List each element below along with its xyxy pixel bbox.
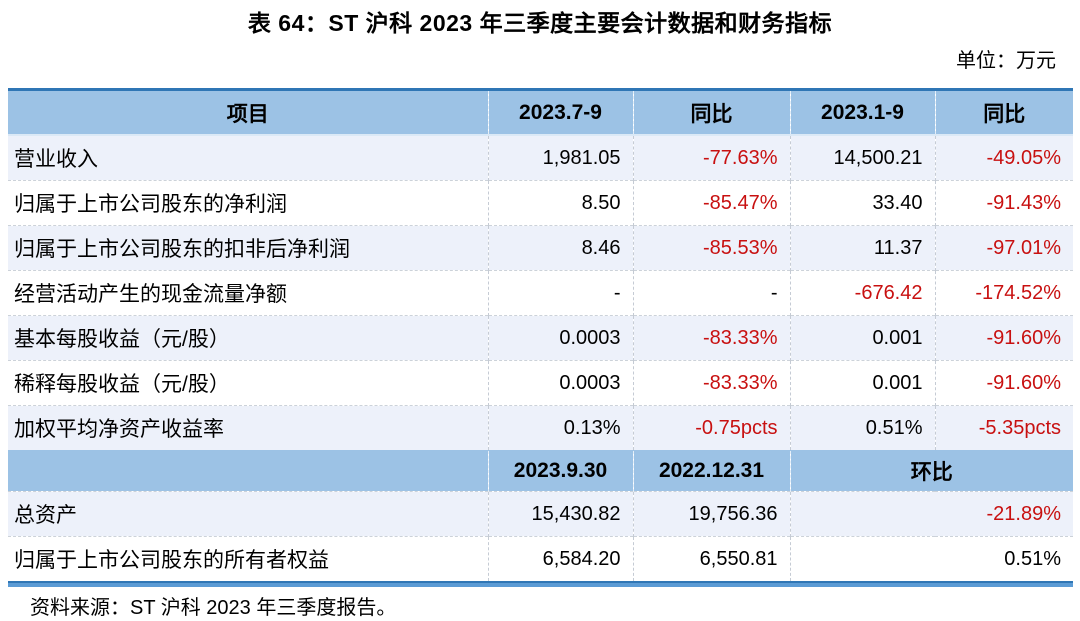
cell-value: 15,430.82 — [487, 491, 633, 537]
cell-value: -49.05% — [934, 134, 1073, 181]
header-cell-yoy-2: 同比 — [934, 89, 1073, 136]
row-label: 归属于上市公司股东的净利润 — [8, 180, 488, 226]
cell-value: 0.51% — [789, 536, 1073, 581]
table-header-row-2: 2023.9.30 2022.12.31 环比 — [8, 450, 1073, 492]
table-row-net-profit: 归属于上市公司股东的净利润 8.50 -85.47% 33.40 -91.43% — [8, 180, 1073, 226]
cell-value: 1,981.05 — [487, 134, 633, 181]
cell-value: -77.63% — [632, 134, 790, 181]
unit-label: 单位：万元 — [956, 50, 1056, 72]
cell-value: 6,550.81 — [632, 536, 790, 581]
row-label: 归属于上市公司股东的扣非后净利润 — [8, 225, 488, 271]
cell-value: 8.50 — [487, 180, 633, 226]
cell-value: -91.60% — [934, 360, 1073, 406]
source-note: 资料来源：ST 沪科 2023 年三季度报告。 — [30, 597, 397, 619]
table-row-revenue: 营业收入 1,981.05 -77.63% 14,500.21 -49.05% — [8, 134, 1073, 181]
cell-value: 0.13% — [487, 405, 633, 451]
cell-value: 11.37 — [789, 225, 935, 271]
cell-value: 0.51% — [789, 405, 935, 451]
cell-value: -97.01% — [934, 225, 1073, 271]
header-cell-blank — [8, 450, 488, 492]
cell-value: -85.53% — [632, 225, 790, 271]
cell-value: 19,756.36 — [632, 491, 790, 537]
row-label: 加权平均净资产收益率 — [8, 405, 488, 451]
header-cell-2023-9-30: 2023.9.30 — [487, 450, 633, 492]
header-cell-2022-12-31: 2022.12.31 — [632, 450, 790, 492]
page-title: 表 64：ST 沪科 2023 年三季度主要会计数据和财务指标 — [247, 10, 833, 36]
table-row-basic-eps: 基本每股收益（元/股） 0.0003 -83.33% 0.001 -91.60% — [8, 315, 1073, 361]
table-row-total-assets: 总资产 15,430.82 19,756.36 -21.89% — [8, 491, 1073, 537]
row-label: 基本每股收益（元/股） — [8, 315, 488, 361]
cell-value: -676.42 — [789, 270, 935, 316]
row-label: 归属于上市公司股东的所有者权益 — [8, 536, 488, 581]
cell-value: - — [487, 270, 633, 316]
financial-table: 项目 2023.7-9 同比 2023.1-9 同比 营业收入 1,981.05… — [8, 88, 1073, 581]
cell-value: -91.60% — [934, 315, 1073, 361]
cell-value: 33.40 — [789, 180, 935, 226]
table-row-diluted-eps: 稀释每股收益（元/股） 0.0003 -83.33% 0.001 -91.60% — [8, 360, 1073, 406]
cell-value: - — [632, 270, 790, 316]
cell-value: 14,500.21 — [789, 134, 935, 181]
row-label: 总资产 — [8, 491, 488, 537]
header-cell-2023-1-9: 2023.1-9 — [789, 89, 935, 136]
cell-value: 6,584.20 — [487, 536, 633, 581]
header-cell-item: 项目 — [8, 89, 488, 136]
row-label: 稀释每股收益（元/股） — [8, 360, 488, 406]
row-label: 营业收入 — [8, 134, 488, 181]
row-label: 经营活动产生的现金流量净额 — [8, 270, 488, 316]
table-bottom-rule — [8, 581, 1073, 587]
cell-value: 0.001 — [789, 315, 935, 361]
cell-value: 8.46 — [487, 225, 633, 271]
table-row-operating-cash-flow: 经营活动产生的现金流量净额 - - -676.42 -174.52% — [8, 270, 1073, 316]
cell-value: -174.52% — [934, 270, 1073, 316]
header-cell-yoy-1: 同比 — [632, 89, 790, 136]
header-cell-2023-7-9: 2023.7-9 — [487, 89, 633, 136]
cell-value: -91.43% — [934, 180, 1073, 226]
table-row-deducted-net-profit: 归属于上市公司股东的扣非后净利润 8.46 -85.53% 11.37 -97.… — [8, 225, 1073, 271]
cell-value: -85.47% — [632, 180, 790, 226]
header-cell-qoq: 环比 — [789, 450, 1073, 492]
cell-value: 0.0003 — [487, 315, 633, 361]
cell-value: -21.89% — [789, 491, 1073, 537]
cell-value: -0.75pcts — [632, 405, 790, 451]
table-row-weighted-roe: 加权平均净资产收益率 0.13% -0.75pcts 0.51% -5.35pc… — [8, 405, 1073, 451]
cell-value: 0.0003 — [487, 360, 633, 406]
table-row-owners-equity: 归属于上市公司股东的所有者权益 6,584.20 6,550.81 0.51% — [8, 536, 1073, 581]
table-header-row-1: 项目 2023.7-9 同比 2023.1-9 同比 — [8, 89, 1073, 136]
cell-value: -5.35pcts — [934, 405, 1073, 451]
cell-value: -83.33% — [632, 360, 790, 406]
cell-value: 0.001 — [789, 360, 935, 406]
cell-value: -83.33% — [632, 315, 790, 361]
